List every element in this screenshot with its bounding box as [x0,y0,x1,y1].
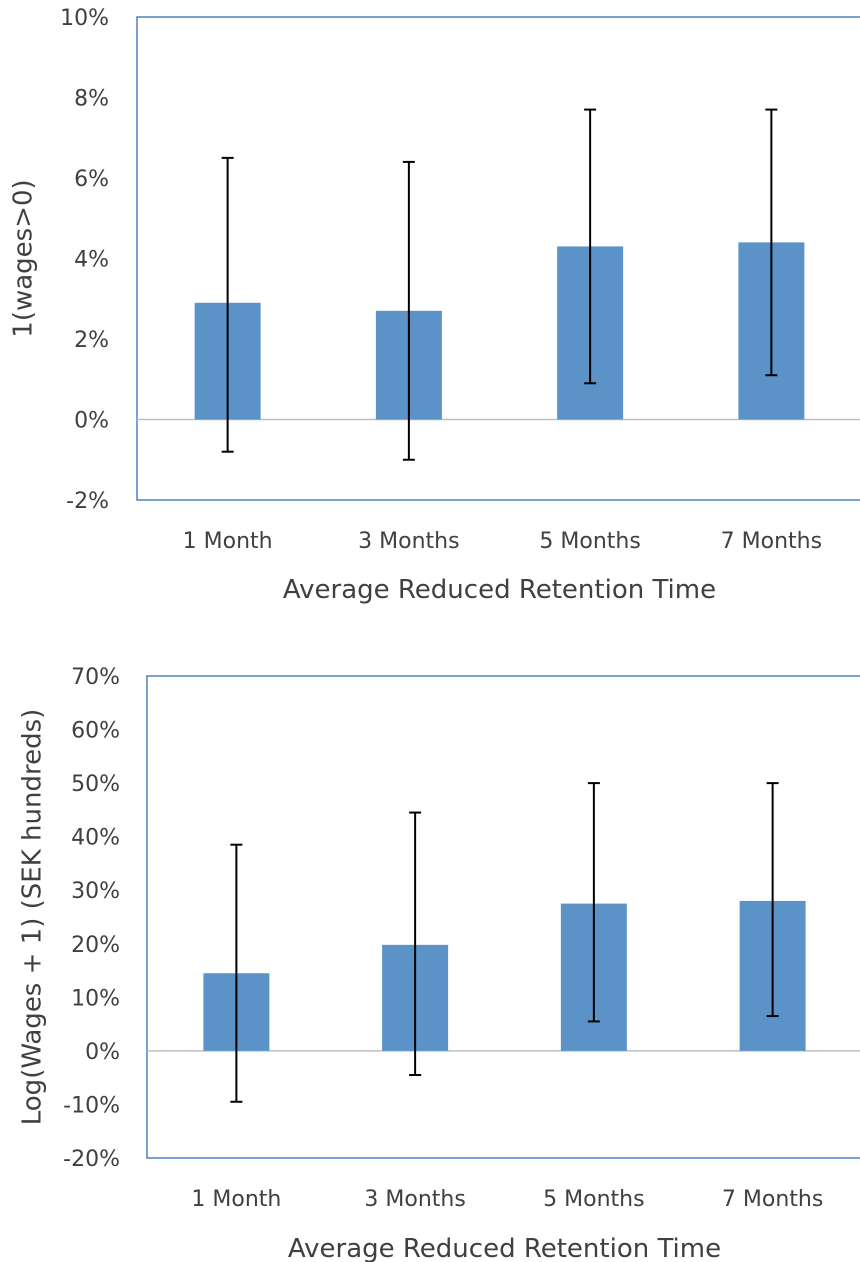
y-tick-label: 30% [71,879,120,904]
y-tick-label: -10% [63,1093,120,1118]
x-tick-label: 1 Month [191,1187,281,1212]
error-bar [587,782,600,1023]
y-tick-label: 10% [60,6,109,31]
error-bar [766,782,779,1018]
y-tick-label: 50% [71,772,120,797]
x-tick-label: 7 Months [721,529,822,554]
x-tick-label: 5 Months [543,1187,644,1212]
x-tick-label: 3 Months [364,1187,465,1212]
x-tick-label: 7 Months [722,1187,823,1212]
y-tick-label: 10% [71,986,120,1011]
x-tick-label: 1 Month [183,529,273,554]
wages-indicator-chart: -2% 0% 2% 4% 6% 8% 10% 1 Month 3 Months 5 Months 7… [9,6,860,605]
y-tick-label: 2% [74,328,109,353]
y-tick-label: 70% [71,665,120,690]
x-axis-title: Average Reduced Retention Time [288,1234,721,1262]
error-bar [402,160,415,461]
error-bar [230,843,243,1103]
error-bar [221,156,234,453]
y-tick-label: 0% [74,409,109,434]
y-axis-title: Log(Wages + 1) (SEK hundreds) [18,709,48,1126]
y-tick-label: 4% [74,248,109,273]
error-bar [584,108,597,385]
error-bar [765,108,778,377]
y-tick-label: 0% [85,1040,120,1065]
y-tick-label: 8% [74,87,109,112]
plot-frame [136,16,860,501]
y-tick-label: 6% [74,167,109,192]
y-tick-label: 60% [71,719,120,744]
x-axis-title: Average Reduced Retention Time [283,575,716,605]
log-wages-chart: -20% -10% 0% 10% 20% 30% 40% 50% 60% 70% 1 Month 3 … [18,665,860,1262]
x-tick-label: 3 Months [358,529,459,554]
y-tick-label: 40% [71,826,120,851]
y-tick-label: -2% [66,489,109,514]
y-tick-label: -20% [63,1147,120,1172]
x-tick-label: 5 Months [539,529,640,554]
y-tick-label: 20% [71,933,120,958]
error-bar [409,811,422,1076]
y-axis-title: 1(wages>0) [9,179,39,337]
plot-frame [146,675,860,1159]
